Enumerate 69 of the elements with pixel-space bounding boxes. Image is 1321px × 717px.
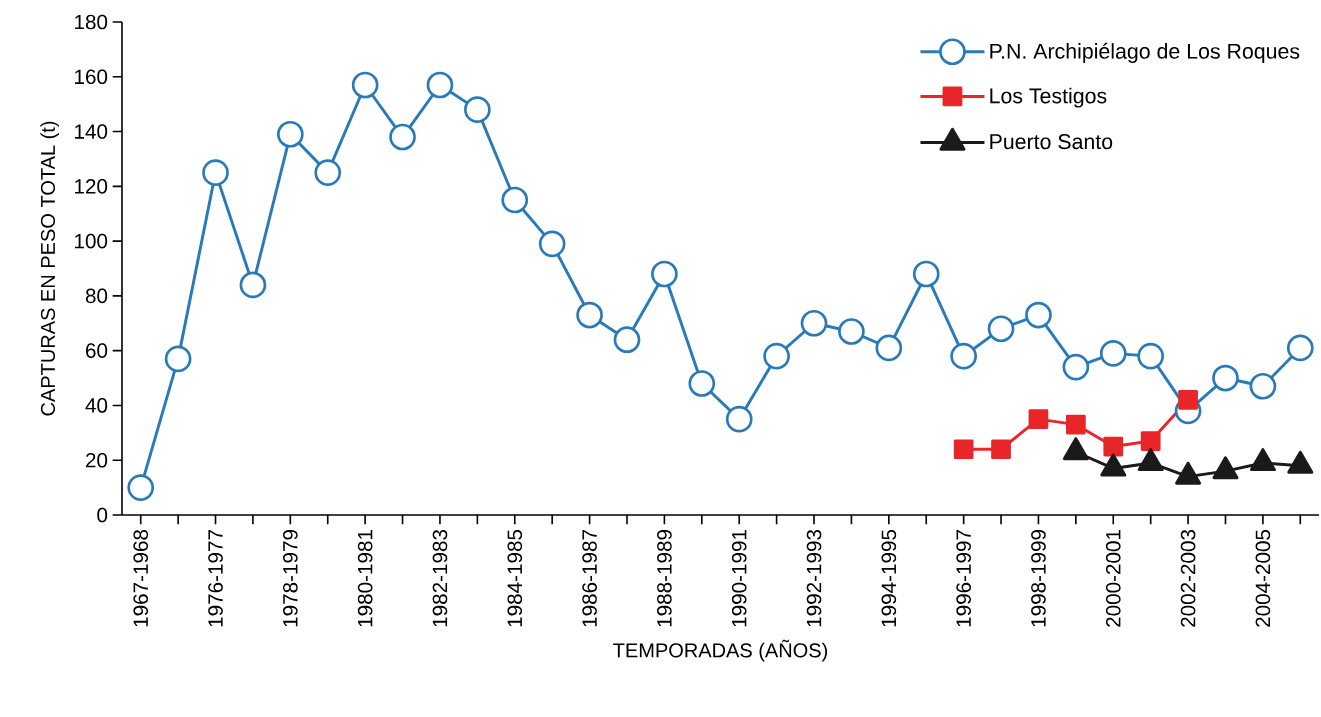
x-tick-label: 2004-2005 — [1255, 529, 1271, 627]
point — [953, 439, 974, 460]
y-tick-label: 120 — [75, 179, 108, 194]
x-tick-label: 1990-1991 — [731, 530, 747, 627]
y-tick-label: 160 — [75, 69, 108, 85]
point — [987, 315, 1015, 343]
x-tick-label: 1988-1989 — [657, 530, 672, 627]
point — [838, 318, 865, 345]
point — [1212, 364, 1239, 392]
y-tick-label: 0 — [97, 507, 108, 523]
y-tick-label: 100 — [75, 233, 108, 249]
point — [164, 345, 192, 373]
point — [1137, 342, 1165, 370]
point — [613, 326, 641, 354]
point — [1065, 414, 1086, 435]
point — [763, 342, 790, 370]
point — [1062, 353, 1090, 381]
point — [277, 120, 304, 148]
point — [875, 334, 903, 362]
point — [1178, 390, 1198, 410]
point — [239, 271, 267, 299]
point — [389, 123, 416, 151]
x-tick-label: 2002-2003 — [1180, 529, 1196, 627]
x-tick-label: 1992-1993 — [806, 529, 822, 627]
y-tick-label: 80 — [85, 288, 108, 304]
x-tick-label: 1978-1979 — [283, 530, 298, 627]
point — [725, 405, 753, 433]
y-tick-label: 180 — [75, 14, 108, 30]
y-axis-title: CAPTURAS EN PESO TOTAL (t) — [40, 121, 59, 416]
y-tick-label: 40 — [85, 398, 108, 413]
x-tick-label: 1998-1999 — [1031, 530, 1046, 627]
point — [538, 230, 566, 258]
y-tick-label: 60 — [86, 343, 108, 358]
point — [576, 301, 603, 329]
point — [314, 159, 342, 186]
x-tick-label: 1976-1977 — [208, 530, 223, 627]
x-tick-label: 1994-1995 — [881, 529, 897, 627]
x-tick-label: 1980-1981 — [357, 530, 373, 627]
legend-label: P.N. Archipiélago de Los Roques — [990, 42, 1300, 64]
y-tick-label: 140 — [75, 124, 108, 139]
point — [1099, 340, 1127, 367]
point — [912, 260, 940, 288]
point — [800, 309, 828, 337]
point — [1249, 372, 1277, 400]
point — [1286, 334, 1314, 362]
x-tick-label: 1982-1983 — [432, 529, 448, 627]
legend-label: Los Testigos — [990, 87, 1107, 108]
point — [1103, 436, 1124, 457]
point — [688, 370, 716, 397]
point — [991, 439, 1011, 460]
point — [1028, 409, 1049, 429]
point — [426, 71, 454, 99]
point — [127, 474, 155, 501]
point — [202, 159, 229, 186]
point — [1025, 301, 1052, 329]
x-tick-label: 1967-1968 — [133, 529, 149, 627]
point — [464, 96, 491, 123]
x-tick-label: 2000-2001 — [1105, 530, 1121, 627]
y-tick-label: 20 — [86, 452, 108, 468]
point — [1140, 431, 1161, 451]
point — [651, 260, 678, 288]
point — [501, 186, 529, 214]
x-tick-label: 1996-1997 — [956, 530, 971, 627]
x-tick-label: 1984-1985 — [507, 529, 523, 627]
legend-label: Puerto Santo — [990, 134, 1113, 150]
x-axis-title: TEMPORADAS (AÑOS) — [613, 639, 828, 662]
x-tick-label: 1986-1987 — [582, 530, 597, 627]
point — [950, 342, 977, 370]
point — [351, 71, 379, 99]
